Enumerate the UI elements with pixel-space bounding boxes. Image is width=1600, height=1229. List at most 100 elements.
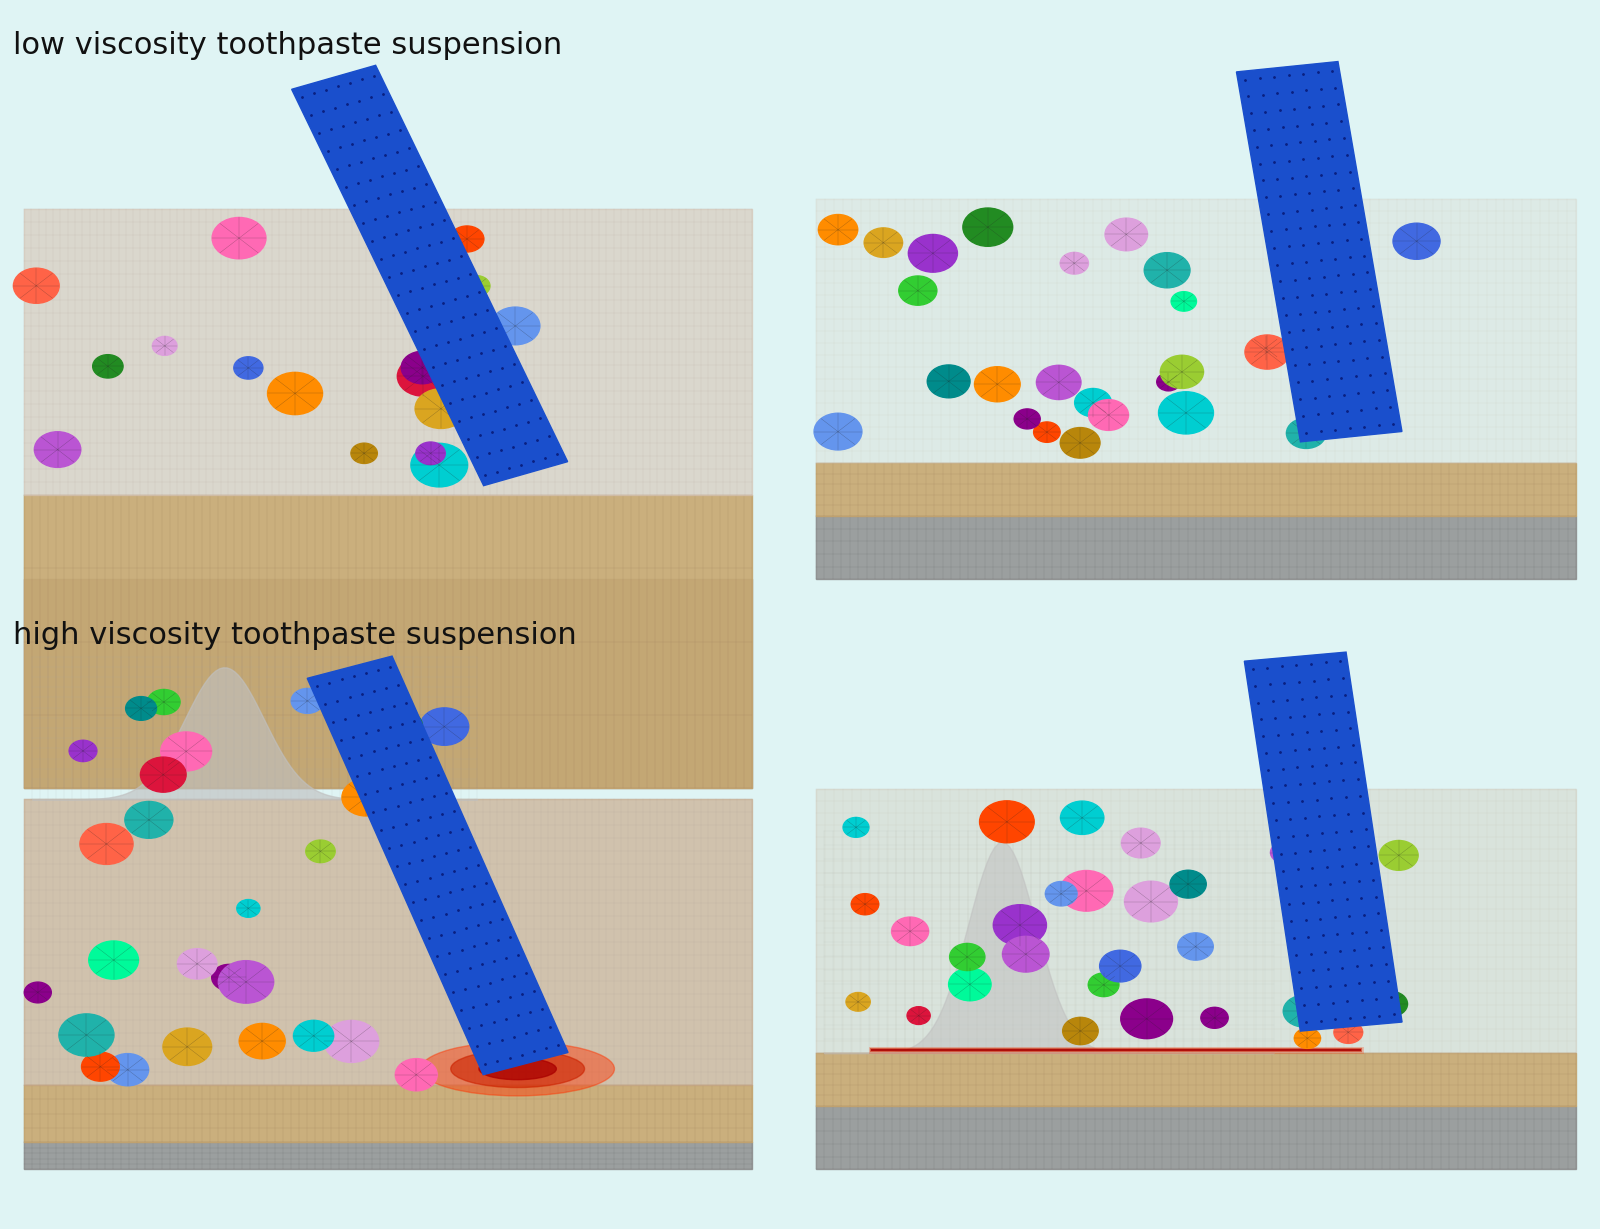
Circle shape <box>963 208 1013 246</box>
Circle shape <box>1245 336 1290 369</box>
Circle shape <box>1122 828 1160 858</box>
Circle shape <box>818 215 858 245</box>
Circle shape <box>1037 365 1082 399</box>
Circle shape <box>1062 1018 1098 1045</box>
Circle shape <box>211 965 246 991</box>
Polygon shape <box>816 463 1576 516</box>
Circle shape <box>152 337 178 355</box>
Circle shape <box>1338 388 1362 408</box>
Circle shape <box>814 413 862 450</box>
Circle shape <box>24 982 51 1003</box>
Circle shape <box>458 355 510 396</box>
Circle shape <box>467 424 506 454</box>
Circle shape <box>450 226 483 252</box>
Ellipse shape <box>421 1042 614 1096</box>
Circle shape <box>82 1052 120 1082</box>
Polygon shape <box>816 199 1576 463</box>
Circle shape <box>293 1020 334 1051</box>
Circle shape <box>1286 418 1326 449</box>
Circle shape <box>411 444 467 487</box>
Circle shape <box>909 235 957 272</box>
Circle shape <box>424 273 462 302</box>
Circle shape <box>1157 372 1181 391</box>
Circle shape <box>949 968 990 1000</box>
Circle shape <box>416 442 445 465</box>
Circle shape <box>1106 218 1147 251</box>
Circle shape <box>1374 992 1408 1016</box>
Circle shape <box>126 697 157 720</box>
Circle shape <box>141 757 186 793</box>
Circle shape <box>864 227 902 257</box>
Circle shape <box>1099 950 1141 982</box>
Circle shape <box>160 732 211 771</box>
Circle shape <box>1170 870 1206 898</box>
Polygon shape <box>291 65 568 485</box>
Circle shape <box>979 801 1034 843</box>
Circle shape <box>93 355 123 379</box>
Circle shape <box>1270 843 1296 863</box>
Circle shape <box>422 873 450 895</box>
Circle shape <box>59 1014 114 1056</box>
Circle shape <box>237 900 259 917</box>
Circle shape <box>1034 422 1061 442</box>
Circle shape <box>1075 388 1112 417</box>
Circle shape <box>1320 846 1350 869</box>
Circle shape <box>1334 1021 1363 1043</box>
Circle shape <box>238 1024 285 1059</box>
Circle shape <box>88 941 139 980</box>
Circle shape <box>1315 811 1373 854</box>
Circle shape <box>928 365 970 398</box>
Circle shape <box>851 893 878 914</box>
Circle shape <box>267 372 323 414</box>
Circle shape <box>1158 392 1213 434</box>
Polygon shape <box>307 656 568 1074</box>
Circle shape <box>402 351 443 383</box>
Circle shape <box>234 356 262 379</box>
Circle shape <box>899 277 938 305</box>
Circle shape <box>1059 870 1114 911</box>
Circle shape <box>419 708 469 745</box>
Circle shape <box>291 688 323 713</box>
Circle shape <box>458 308 499 342</box>
Circle shape <box>1120 999 1173 1039</box>
Circle shape <box>163 1029 211 1066</box>
Text: low viscosity toothpaste suspension: low viscosity toothpaste suspension <box>13 31 562 60</box>
Circle shape <box>1061 252 1088 274</box>
Circle shape <box>1061 801 1104 834</box>
Ellipse shape <box>451 1050 584 1088</box>
Circle shape <box>342 779 390 816</box>
Circle shape <box>1202 1008 1229 1029</box>
Circle shape <box>950 944 986 971</box>
Circle shape <box>147 689 181 714</box>
Circle shape <box>994 905 1046 945</box>
Circle shape <box>1014 409 1040 429</box>
Circle shape <box>350 444 378 463</box>
Circle shape <box>414 388 467 429</box>
Circle shape <box>69 740 98 762</box>
Circle shape <box>80 823 133 864</box>
Circle shape <box>1283 995 1325 1027</box>
Circle shape <box>362 714 389 735</box>
Circle shape <box>325 1020 379 1062</box>
Circle shape <box>389 262 427 291</box>
Circle shape <box>13 268 59 304</box>
Circle shape <box>125 801 173 838</box>
Circle shape <box>107 1053 149 1085</box>
Circle shape <box>218 961 274 1003</box>
Circle shape <box>974 366 1021 402</box>
Circle shape <box>1125 881 1178 922</box>
Circle shape <box>1088 399 1128 430</box>
Circle shape <box>395 1058 437 1091</box>
Circle shape <box>1178 933 1213 960</box>
Text: high viscosity toothpaste suspension: high viscosity toothpaste suspension <box>13 621 576 650</box>
Circle shape <box>1379 841 1418 870</box>
Polygon shape <box>816 789 1576 1053</box>
Circle shape <box>397 356 450 396</box>
Circle shape <box>1394 224 1440 259</box>
Circle shape <box>843 817 869 837</box>
Circle shape <box>1171 291 1197 311</box>
Circle shape <box>178 949 218 980</box>
Circle shape <box>491 307 539 345</box>
Circle shape <box>1160 355 1203 388</box>
Circle shape <box>34 431 82 467</box>
